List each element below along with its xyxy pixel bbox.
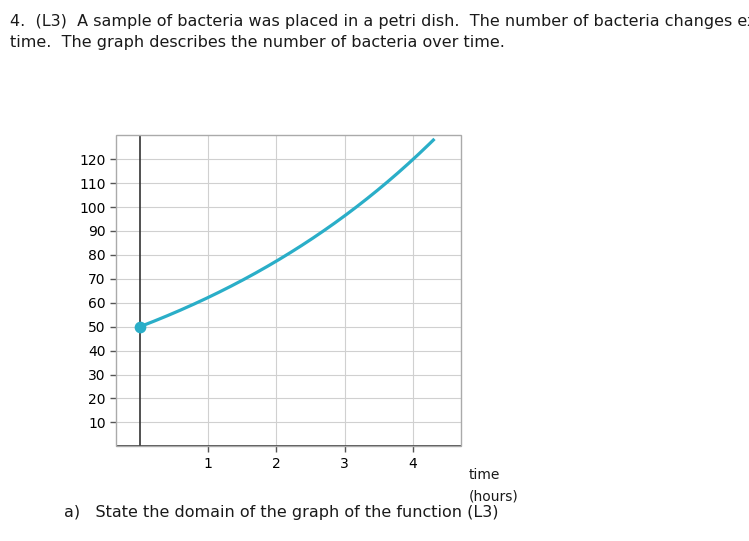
- Text: a)   State the domain of the graph of the function (L3): a) State the domain of the graph of the …: [64, 505, 498, 520]
- Text: (hours): (hours): [469, 490, 518, 503]
- Text: time: time: [469, 468, 500, 482]
- Text: 4.  (L3)  A sample of bacteria was placed in a petri dish.  The number of bacter: 4. (L3) A sample of bacteria was placed …: [10, 14, 749, 29]
- Text: time.  The graph describes the number of bacteria over time.: time. The graph describes the number of …: [10, 35, 505, 50]
- Point: [134, 322, 146, 331]
